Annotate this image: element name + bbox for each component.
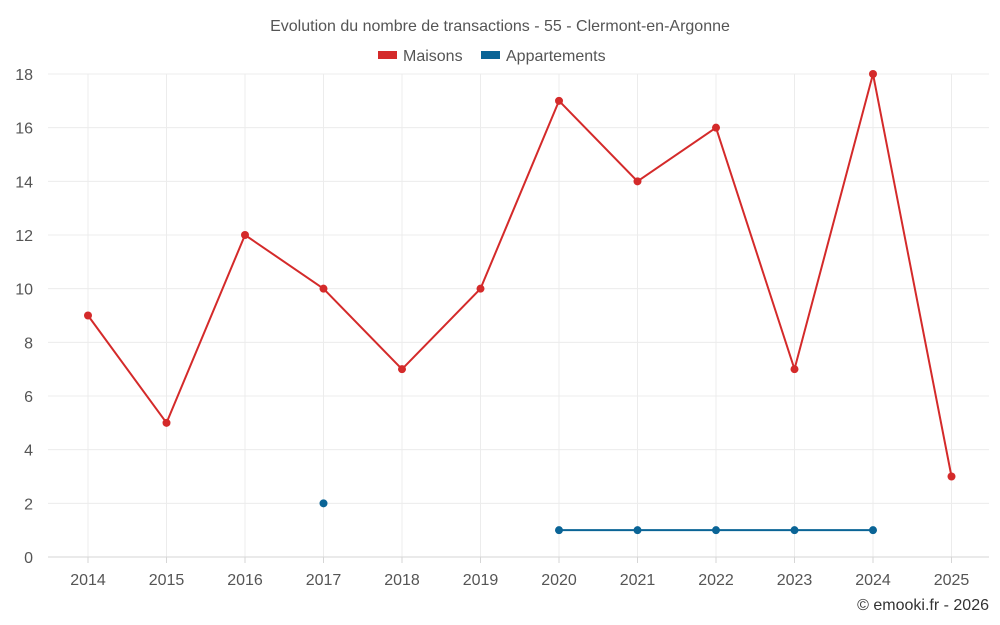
data-point[interactable] [555,96,563,105]
x-tick-label: 2019 [463,572,499,589]
data-point[interactable] [712,526,720,535]
y-tick-label: 6 [24,389,33,406]
y-tick-label: 18 [15,67,33,84]
chart-title: Evolution du nombre de transactions - 55… [270,18,730,35]
legend-label: Maisons [403,48,463,65]
legend-swatch [378,51,397,59]
data-point[interactable] [790,365,799,374]
y-tick-label: 2 [24,496,33,513]
x-tick-label: 2018 [384,572,420,589]
legend-swatch [481,51,500,59]
y-tick-label: 0 [24,550,33,567]
data-point[interactable] [869,70,877,78]
axes: 0 2 4 6 8 10 12 14 16 18 2014 2015 2016 2017 2018 2019 2… [15,67,989,589]
data-point[interactable] [476,284,485,293]
data-point[interactable] [712,123,720,132]
x-tick-label: 2024 [855,572,891,589]
x-tick-label: 2020 [541,572,577,589]
data-point[interactable] [633,526,642,535]
y-tick-label: 12 [15,228,33,245]
series-layer [84,70,956,535]
data-point[interactable] [869,526,877,535]
credit-text: © emooki.fr - 2026 [857,597,989,614]
data-point[interactable] [162,418,171,427]
data-point[interactable] [319,284,328,293]
legend-item-appartements[interactable]: Appartements [481,48,606,65]
data-point[interactable] [84,311,92,320]
y-tick-label: 14 [15,174,33,191]
data-point[interactable] [398,365,406,374]
data-point[interactable] [555,526,563,535]
data-point[interactable] [947,472,956,481]
legend-item-maisons[interactable]: Maisons [378,48,463,65]
legend-label: Appartements [506,48,606,65]
x-tick-label: 2021 [620,572,656,589]
series-maisons [84,70,956,481]
data-point[interactable] [319,499,328,508]
series-line [87,73,953,477]
x-tick-label: 2025 [934,572,970,589]
data-point[interactable] [241,231,249,239]
series-appartements [319,499,877,535]
x-tick-label: 2017 [306,572,342,589]
y-tick-label: 10 [15,282,33,299]
y-tick-label: 16 [15,121,33,138]
x-tick-label: 2023 [777,572,813,589]
x-tick-label: 2022 [698,572,734,589]
legend: Maisons Appartements [378,48,606,65]
y-tick-label: 4 [24,443,33,460]
x-tick-label: 2014 [70,572,106,589]
data-point[interactable] [790,526,799,535]
gridlines [48,73,989,557]
data-point[interactable] [633,177,642,186]
x-tick-label: 2016 [227,572,263,589]
y-tick-label: 8 [24,335,33,352]
x-tick-label: 2015 [149,572,185,589]
